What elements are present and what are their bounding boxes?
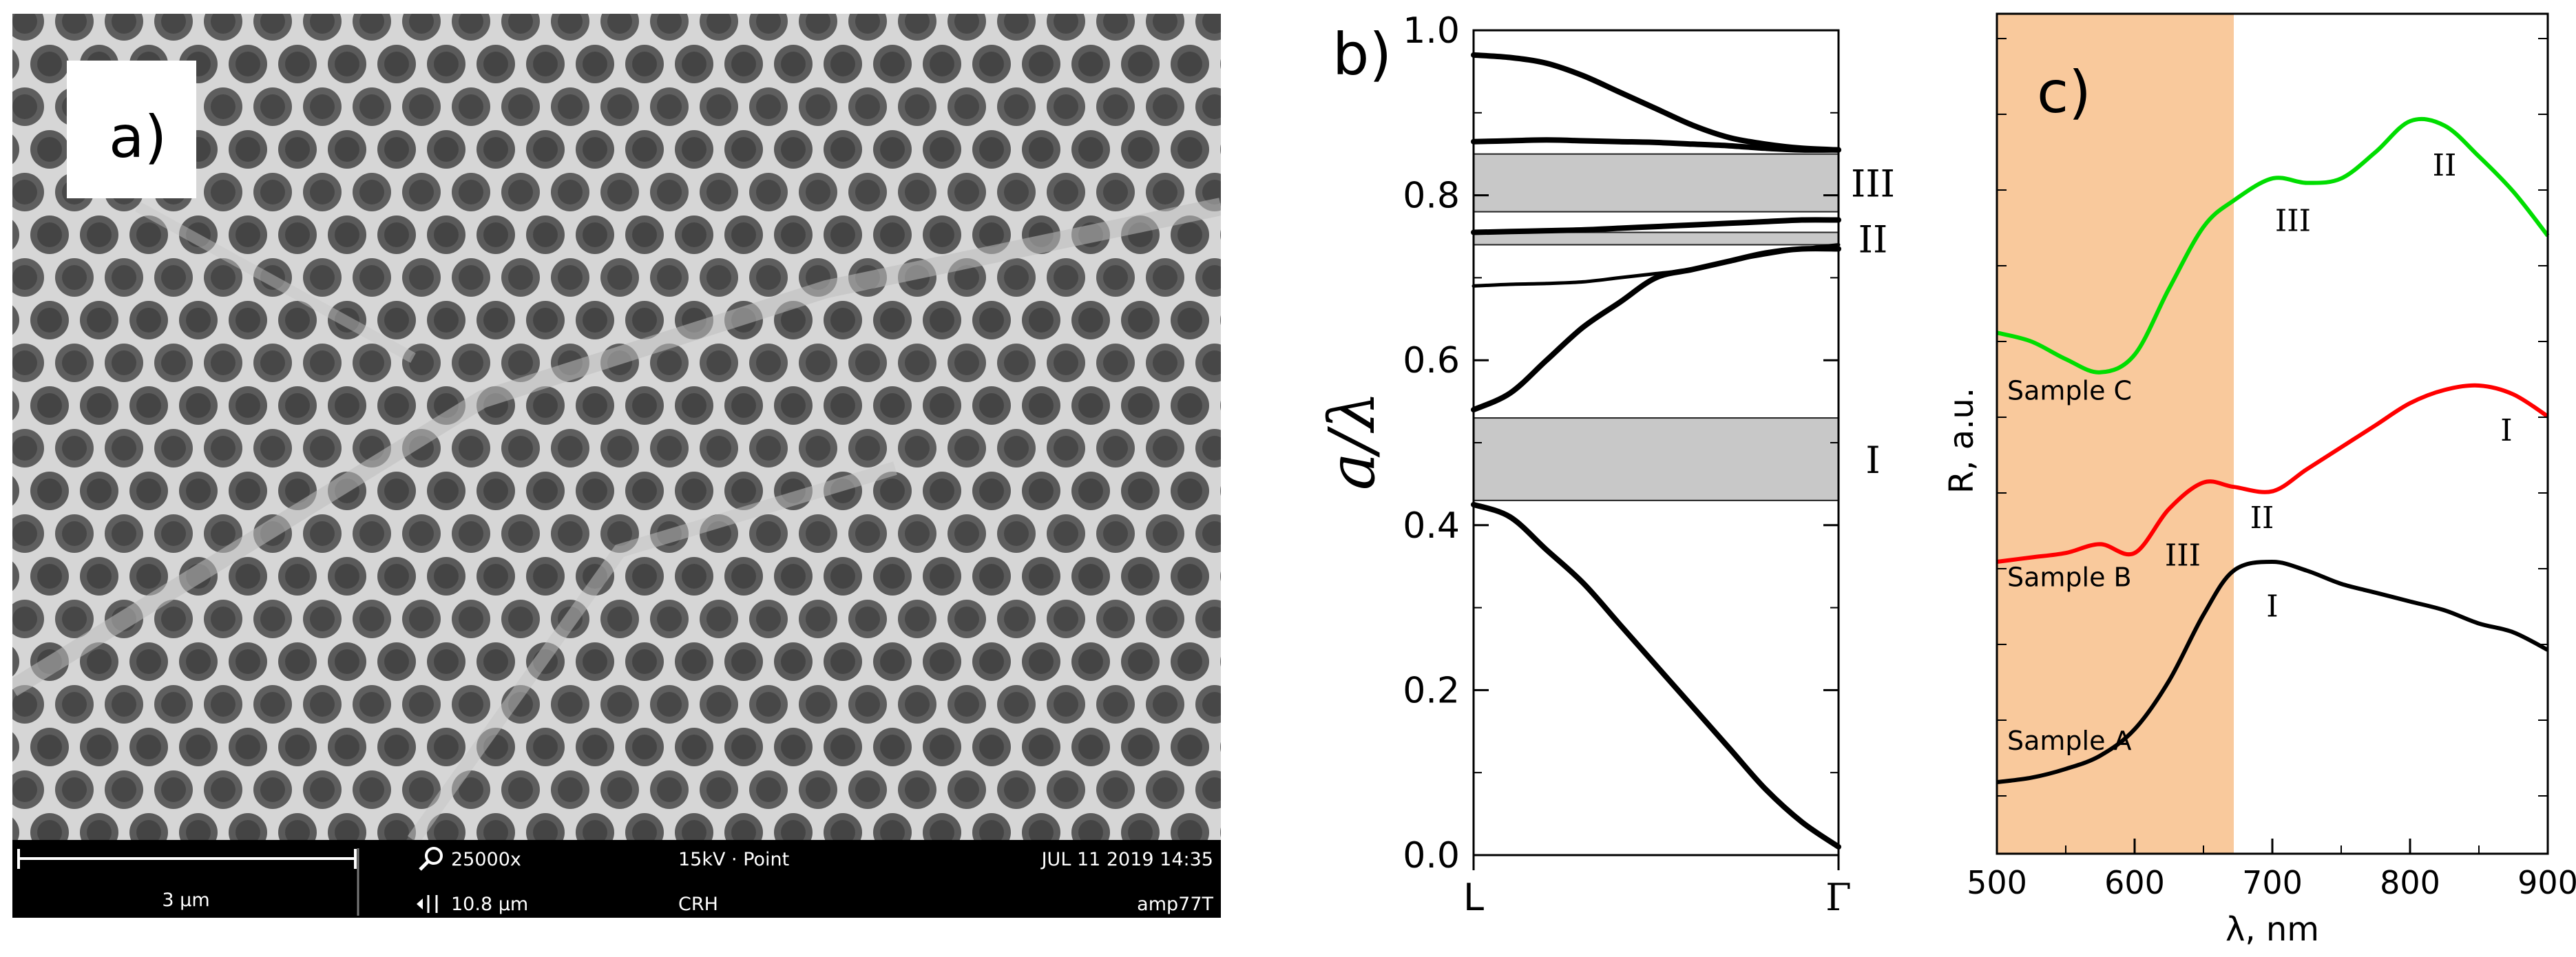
y-tick-label: 0.2 bbox=[1403, 670, 1460, 711]
y-tick-label: 0.4 bbox=[1403, 505, 1460, 547]
y-tick-label: 0.0 bbox=[1403, 835, 1460, 876]
y-tick-label: 0.8 bbox=[1403, 176, 1460, 217]
panel-a-label: a) bbox=[109, 103, 167, 171]
panel-c-y-axis bbox=[1997, 38, 2548, 797]
band-gap-III bbox=[1473, 153, 1839, 213]
panel-c: c) 500 600 700 800 900 R, a.u. λ, nm Sample … bbox=[1943, 12, 2576, 949]
band-gap-I bbox=[1473, 417, 1839, 501]
band-gap-label: II bbox=[1858, 218, 1888, 261]
spectrum-line bbox=[1996, 116, 2550, 375]
x-tick-label: 600 bbox=[2104, 864, 2165, 901]
spectrum-annotation: Sample C bbox=[2007, 376, 2132, 406]
band-line bbox=[1471, 501, 1841, 850]
x-tick-label: 700 bbox=[2242, 864, 2303, 901]
x-tick-label: 500 bbox=[1967, 864, 2027, 901]
spectrum-annotation: II bbox=[2433, 148, 2457, 183]
x-tick-label: 900 bbox=[2517, 864, 2576, 901]
sem-image bbox=[12, 14, 1221, 840]
panel-a: a) 3 µm 25000x 10.8 µm 15kV · Point CRH … bbox=[12, 14, 1221, 918]
x-tick-label: Γ bbox=[1825, 876, 1851, 919]
field-width-icon bbox=[417, 895, 438, 913]
spectrum-annotation: I bbox=[2500, 413, 2512, 448]
magnifier-icon bbox=[419, 847, 443, 871]
panel-c-ylabel: R, a.u. bbox=[1943, 388, 1981, 494]
band-line bbox=[1471, 217, 1841, 235]
shaded-region bbox=[1997, 14, 2234, 854]
band-line bbox=[1471, 137, 1841, 153]
panel-c-label: c) bbox=[2037, 59, 2091, 126]
panel-b-y-axis: 0.0 0.2 0.4 0.6 0.8 1.0 bbox=[1403, 10, 1839, 876]
y-tick-label: 1.0 bbox=[1403, 10, 1460, 52]
voltage-mode: 15kV · Point bbox=[678, 849, 789, 870]
spectra-lines bbox=[1996, 116, 2550, 784]
spectrum-line bbox=[1996, 560, 2549, 784]
spectrum-annotation: III bbox=[2275, 203, 2311, 238]
scale-bar-label: 3 µm bbox=[162, 890, 209, 911]
spectrum-annotation: I bbox=[2266, 589, 2278, 624]
spectrum-line bbox=[1996, 383, 2549, 564]
detector: CRH bbox=[678, 894, 718, 915]
panel-c-xlabel: λ, nm bbox=[2226, 910, 2319, 949]
band-gap-II bbox=[1473, 231, 1839, 246]
date: JUL 11 2019 14:35 bbox=[1040, 849, 1213, 870]
band-line bbox=[1472, 243, 1841, 288]
band-gap-label: III bbox=[1851, 162, 1895, 206]
magnification: 25000x bbox=[451, 849, 521, 870]
y-tick-label: 0.6 bbox=[1403, 340, 1460, 381]
band-line bbox=[1471, 52, 1841, 153]
band-gaps bbox=[1473, 153, 1839, 501]
field-of-view: 10.8 µm bbox=[451, 894, 528, 915]
panel-b-ylabel: a/λ bbox=[1315, 391, 1389, 490]
panel-b-label: b) bbox=[1332, 21, 1392, 88]
sample-id: amp77T bbox=[1137, 894, 1213, 915]
x-tick-label: 800 bbox=[2380, 864, 2440, 901]
panel-a-label-box bbox=[67, 61, 196, 198]
band-lines bbox=[1471, 52, 1841, 850]
sem-image-shading bbox=[12, 198, 1221, 840]
spectrum-annotation: Sample B bbox=[2007, 562, 2132, 593]
spectrum-annotation: II bbox=[2250, 501, 2274, 536]
spectrum-annotation: III bbox=[2165, 538, 2201, 574]
spectrum-annotation: Sample A bbox=[2007, 726, 2132, 756]
band-gap-label: I bbox=[1865, 439, 1880, 482]
panel-c-x-axis: 500 600 700 800 900 bbox=[1967, 839, 2576, 901]
x-tick-label: L bbox=[1463, 876, 1484, 919]
sem-info-bar: 3 µm 25000x 10.8 µm 15kV · Point CRH JUL… bbox=[12, 840, 1221, 918]
